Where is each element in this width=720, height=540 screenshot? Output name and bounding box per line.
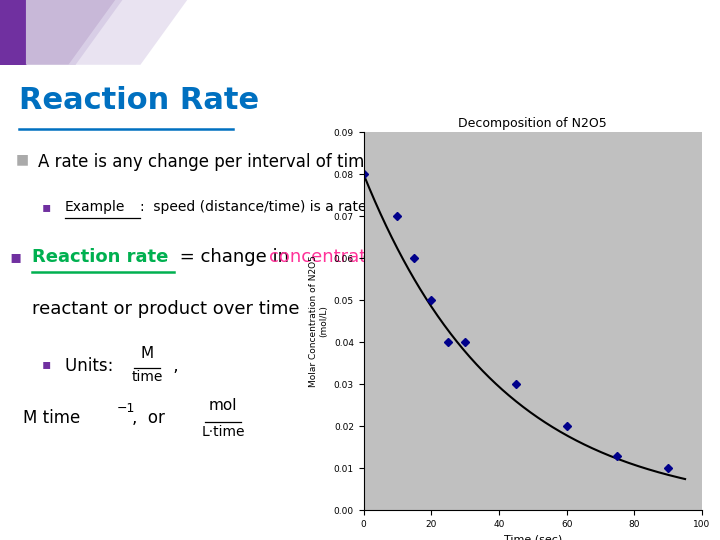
Text: ,  or: , or xyxy=(132,409,170,427)
Text: M time: M time xyxy=(23,409,80,427)
Text: ,: , xyxy=(168,357,179,375)
Text: M: M xyxy=(140,346,153,361)
Text: :  speed (distance/time) is a rate!: : speed (distance/time) is a rate! xyxy=(140,200,372,214)
Text: Reaction rate: Reaction rate xyxy=(32,248,168,266)
Polygon shape xyxy=(68,0,187,65)
Text: −1: −1 xyxy=(117,402,135,415)
Text: ▪: ▪ xyxy=(42,200,51,214)
Y-axis label: Molar Concentration of N2O5
(mol/L): Molar Concentration of N2O5 (mol/L) xyxy=(309,255,328,387)
X-axis label: Time (sec): Time (sec) xyxy=(504,535,562,540)
Text: ▪: ▪ xyxy=(9,248,22,266)
Text: L·time: L·time xyxy=(202,424,245,438)
Text: Reaction Rate: Reaction Rate xyxy=(19,86,259,115)
Text: Units:: Units: xyxy=(65,357,124,375)
Title: Decomposition of N2O5: Decomposition of N2O5 xyxy=(459,117,607,130)
Text: A rate is any change per interval of time.: A rate is any change per interval of tim… xyxy=(38,153,380,171)
Text: time: time xyxy=(131,370,163,384)
Text: mol: mol xyxy=(209,399,238,414)
Text: ▪: ▪ xyxy=(42,357,51,371)
Text: concentration: concentration xyxy=(269,248,394,266)
Text: reactant or product over time: reactant or product over time xyxy=(32,300,300,318)
Polygon shape xyxy=(26,0,122,65)
FancyBboxPatch shape xyxy=(0,0,27,65)
Text: Example: Example xyxy=(65,200,125,214)
Text: = change in: = change in xyxy=(174,248,294,266)
Text: of a: of a xyxy=(357,248,397,266)
Text: ■: ■ xyxy=(15,153,28,167)
